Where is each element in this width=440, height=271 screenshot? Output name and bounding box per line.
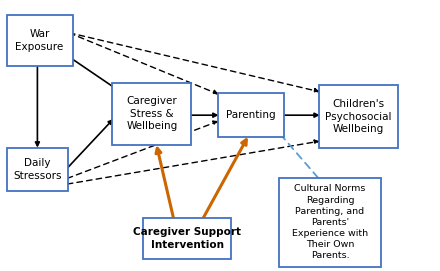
FancyBboxPatch shape <box>218 93 284 137</box>
FancyBboxPatch shape <box>112 83 191 145</box>
Text: War
Exposure: War Exposure <box>15 30 64 52</box>
FancyBboxPatch shape <box>143 218 231 259</box>
Text: Caregiver
Stress &
Wellbeing: Caregiver Stress & Wellbeing <box>126 96 177 131</box>
Text: Daily
Stressors: Daily Stressors <box>13 158 62 180</box>
FancyBboxPatch shape <box>7 148 68 191</box>
FancyBboxPatch shape <box>319 85 398 148</box>
FancyBboxPatch shape <box>7 15 73 66</box>
Text: Caregiver Support
Intervention: Caregiver Support Intervention <box>133 227 241 250</box>
Text: Children's
Psychosocial
Wellbeing: Children's Psychosocial Wellbeing <box>325 99 392 134</box>
Text: Cultural Norms
Regarding
Parenting, and
Parents'
Experience with
Their Own
Paren: Cultural Norms Regarding Parenting, and … <box>292 185 368 260</box>
Text: Parenting: Parenting <box>226 110 275 120</box>
FancyBboxPatch shape <box>279 178 381 267</box>
